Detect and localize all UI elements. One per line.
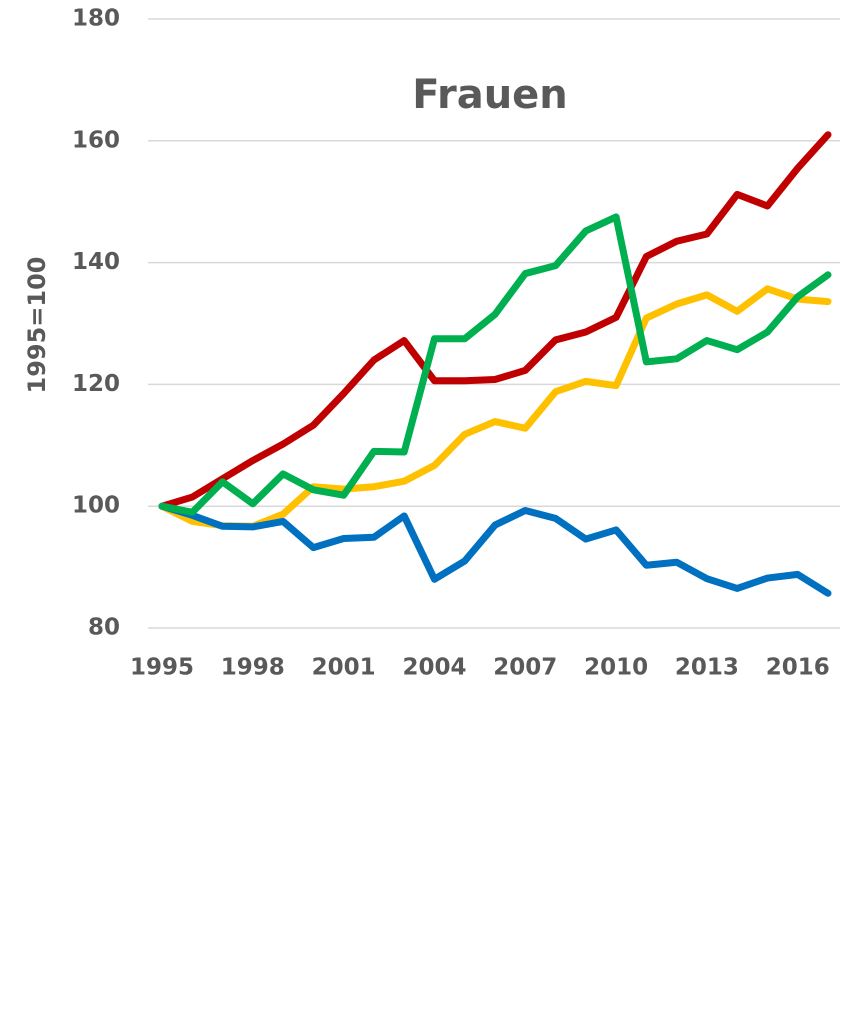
data-line [158,502,832,597]
y-tick-label: 100 [72,493,120,519]
data-line [158,131,832,510]
y-tick-label: 120 [72,371,120,397]
x-tick-label: 2010 [584,655,648,681]
chart-title: Frauen [412,72,568,118]
x-tick-label: 1995 [130,655,194,681]
x-tick-label: 1998 [221,655,285,681]
y-axis-label: 1995=100 [23,256,51,393]
y-tick-label: 160 [72,127,120,153]
data-line [158,285,832,530]
x-tick-label: 2013 [675,655,739,681]
x-tick-label: 2007 [493,655,557,681]
x-tick-label: 2004 [402,655,466,681]
y-tick-label: 180 [72,6,120,32]
y-tick-label: 140 [72,249,120,275]
x-tick-label: 2016 [766,655,830,681]
y-tick-label: 80 [88,615,120,641]
x-tick-label: 2001 [312,655,376,681]
data-line [158,213,832,516]
